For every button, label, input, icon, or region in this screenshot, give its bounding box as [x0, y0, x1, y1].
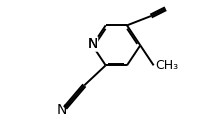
Text: N: N: [87, 37, 97, 51]
Text: N: N: [57, 103, 67, 117]
Text: N: N: [87, 37, 97, 51]
Text: N: N: [87, 37, 97, 51]
Text: CH₃: CH₃: [156, 59, 179, 72]
